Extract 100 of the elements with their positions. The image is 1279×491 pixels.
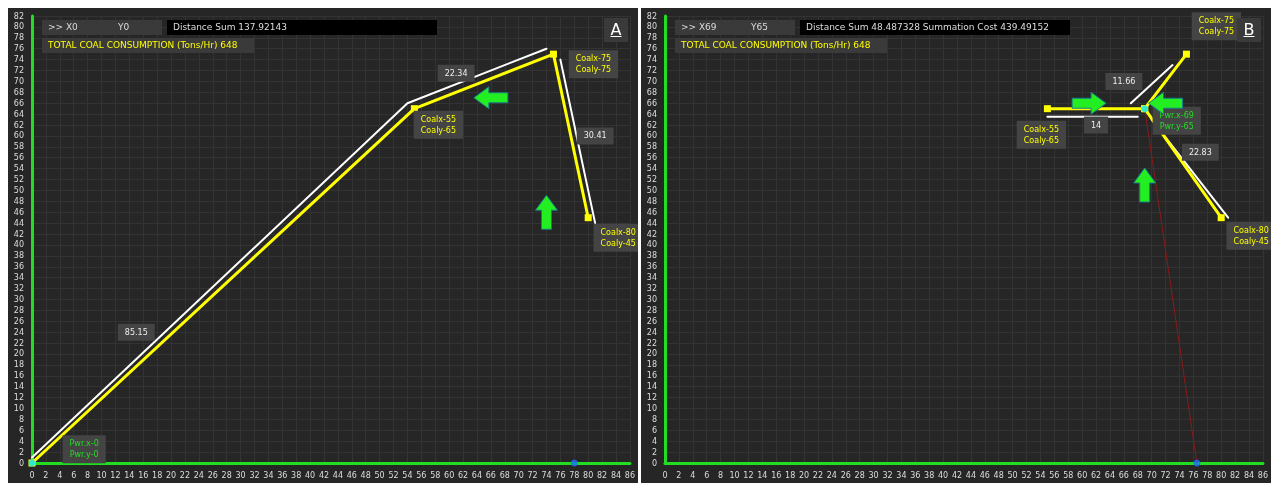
y-tick-label: 44 bbox=[646, 218, 657, 228]
x-tick-label: 22 bbox=[179, 470, 191, 480]
x-tick-label: 78 bbox=[569, 470, 580, 480]
y-tick-label: 44 bbox=[13, 218, 24, 228]
x-tick-label: 46 bbox=[346, 470, 357, 480]
x-tick-label: 30 bbox=[235, 470, 246, 480]
y-tick-label: 32 bbox=[13, 284, 24, 294]
y-tick-label: 28 bbox=[646, 305, 657, 315]
x-tick-label: 84 bbox=[610, 470, 622, 480]
y-tick-label: 72 bbox=[13, 66, 24, 76]
x-tick-label: 16 bbox=[138, 470, 149, 480]
x-tick-label: 40 bbox=[938, 470, 949, 480]
x-tick-label: 82 bbox=[597, 470, 608, 480]
x-tick-label: 70 bbox=[513, 470, 524, 480]
x-tick-label: 20 bbox=[165, 470, 177, 480]
y-tick-label: 26 bbox=[646, 316, 657, 326]
y-tick-label: 16 bbox=[13, 371, 24, 381]
annotation: 85.15 bbox=[124, 327, 148, 337]
annotation: Coalx-80 Coaly-45 bbox=[600, 227, 636, 248]
x-tick-label: 72 bbox=[527, 470, 538, 480]
y-tick-label: 30 bbox=[13, 294, 24, 304]
x-tick-label: 84 bbox=[1243, 470, 1255, 480]
y-tick-label: 82 bbox=[646, 11, 657, 21]
y-tick-label: 4 bbox=[18, 436, 24, 446]
y-tick-label: 46 bbox=[646, 207, 657, 217]
y-tick-label: 12 bbox=[646, 393, 657, 403]
annotation: 11.66 bbox=[1112, 76, 1136, 86]
x-tick-label: 38 bbox=[924, 470, 935, 480]
x-tick-label: 80 bbox=[583, 470, 594, 480]
x-tick-label: 18 bbox=[152, 470, 163, 480]
x-tick-label: 28 bbox=[221, 470, 232, 480]
y-tick-label: 80 bbox=[13, 22, 24, 32]
x-tick-label: 34 bbox=[263, 470, 274, 480]
y-tick-label: 78 bbox=[646, 33, 657, 43]
y-tick-label: 0 bbox=[18, 458, 24, 468]
x-tick-label: 86 bbox=[624, 470, 635, 480]
y-tick-label: 64 bbox=[646, 109, 657, 119]
annotation: Y65 bbox=[750, 21, 769, 34]
x-tick-label: 14 bbox=[124, 470, 135, 480]
y-tick-label: 0 bbox=[651, 458, 657, 468]
x-tick-label: 44 bbox=[965, 470, 976, 480]
x-tick-label: 4 bbox=[57, 470, 63, 480]
y-tick-label: 74 bbox=[646, 55, 657, 65]
y-tick-label: 76 bbox=[13, 44, 24, 54]
y-tick-label: 4 bbox=[651, 436, 657, 446]
y-tick-label: 68 bbox=[13, 87, 24, 97]
y-tick-label: 56 bbox=[13, 153, 24, 163]
y-tick-label: 52 bbox=[646, 175, 657, 185]
x-tick-label: 86 bbox=[1257, 470, 1268, 480]
x-tick-label: 60 bbox=[1077, 470, 1088, 480]
annotation: Coalx-75 Coaly-75 bbox=[575, 54, 612, 75]
x-tick-label: 32 bbox=[882, 470, 893, 480]
y-tick-label: 16 bbox=[646, 371, 657, 381]
annotation: 30.41 bbox=[583, 131, 607, 141]
y-tick-label: 40 bbox=[646, 240, 657, 250]
x-tick-label: 28 bbox=[854, 470, 865, 480]
y-tick-label: 66 bbox=[646, 98, 657, 108]
y-tick-label: 20 bbox=[646, 349, 657, 359]
annotation: Y0 bbox=[117, 21, 131, 34]
y-tick-label: 80 bbox=[646, 22, 657, 32]
x-tick-label: 26 bbox=[207, 470, 218, 480]
x-tick-label: 4 bbox=[690, 470, 696, 480]
x-tick-label: 46 bbox=[979, 470, 990, 480]
x-tick-label: 8 bbox=[718, 470, 724, 480]
x-tick-label: 62 bbox=[457, 470, 469, 480]
x-tick-label: 54 bbox=[402, 470, 413, 480]
x-tick-label: 32 bbox=[249, 470, 260, 480]
y-tick-label: 56 bbox=[646, 153, 657, 163]
x-tick-label: 6 bbox=[71, 470, 77, 480]
annotation: Pwr.x-0 Pwr.y-0 bbox=[69, 439, 99, 460]
x-tick-label: 24 bbox=[826, 470, 837, 480]
x-tick-label: 12 bbox=[110, 470, 121, 480]
x-tick-label: 82 bbox=[1230, 470, 1241, 480]
x-tick-label: 58 bbox=[1063, 470, 1074, 480]
x-tick-label: 76 bbox=[1188, 470, 1199, 480]
x-tick-label: 42 bbox=[951, 470, 963, 480]
annotation: Coalx-55 Coaly-65 bbox=[1023, 124, 1060, 145]
x-tick-label: 68 bbox=[499, 470, 510, 480]
x-tick-label: 60 bbox=[444, 470, 455, 480]
y-tick-label: 10 bbox=[13, 403, 24, 413]
x-tick-label: 58 bbox=[430, 470, 441, 480]
x-tick-label: 18 bbox=[785, 470, 796, 480]
y-tick-label: 74 bbox=[13, 55, 24, 65]
y-tick-label: 34 bbox=[646, 273, 657, 283]
x-tick-label: 2 bbox=[676, 470, 682, 480]
y-tick-label: 42 bbox=[646, 229, 657, 239]
y-tick-label: 24 bbox=[13, 327, 24, 337]
y-tick-label: 68 bbox=[646, 87, 657, 97]
y-tick-label: 36 bbox=[13, 262, 24, 272]
y-tick-label: 82 bbox=[13, 11, 24, 21]
x-tick-label: 24 bbox=[193, 470, 204, 480]
x-tick-label: 56 bbox=[416, 470, 427, 480]
x-tick-label: 80 bbox=[1216, 470, 1227, 480]
x-tick-label: 44 bbox=[332, 470, 343, 480]
y-tick-label: 64 bbox=[13, 109, 24, 119]
y-tick-label: 6 bbox=[18, 425, 24, 435]
y-tick-label: 34 bbox=[13, 273, 24, 283]
y-tick-label: 8 bbox=[651, 414, 657, 424]
y-tick-label: 48 bbox=[13, 196, 24, 206]
y-tick-label: 70 bbox=[646, 76, 657, 86]
